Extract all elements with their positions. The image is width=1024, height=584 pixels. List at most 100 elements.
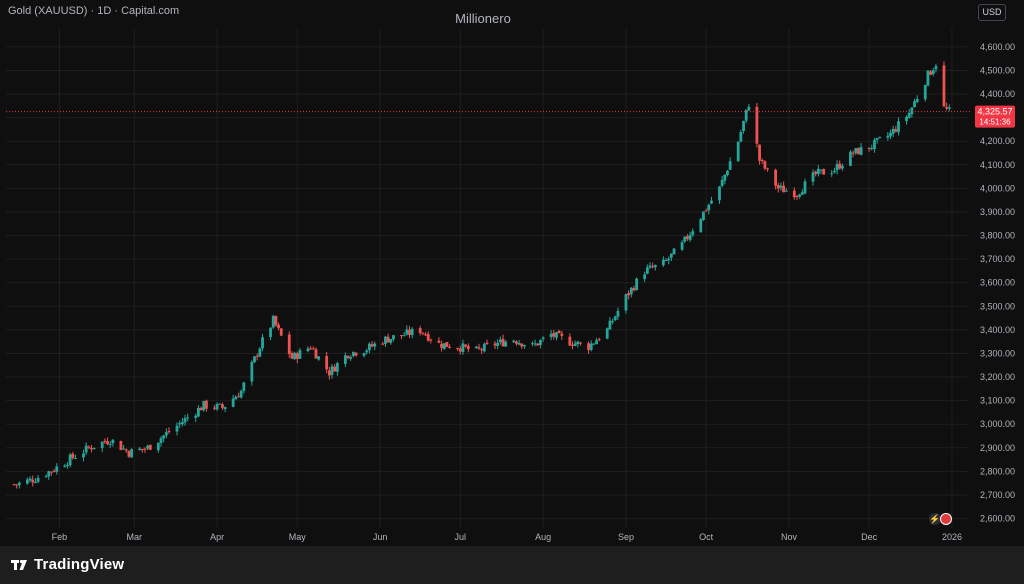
candle bbox=[531, 341, 534, 347]
y-tick-label: 3,600.00 bbox=[980, 278, 1015, 288]
candle bbox=[493, 341, 497, 349]
x-tick-label: 2026 bbox=[942, 532, 962, 542]
candle bbox=[576, 340, 580, 348]
y-tick-label: 4,400.00 bbox=[980, 89, 1015, 99]
candle bbox=[477, 343, 481, 350]
candle bbox=[44, 474, 48, 478]
candle bbox=[223, 406, 227, 413]
candle bbox=[373, 341, 377, 351]
candle bbox=[878, 136, 882, 139]
y-tick-label: 3,000.00 bbox=[980, 419, 1015, 429]
price-chart[interactable]: 4,600.004,500.004,400.004,300.004,200.00… bbox=[0, 0, 1024, 546]
candle bbox=[437, 337, 441, 344]
y-tick-label: 3,500.00 bbox=[980, 301, 1015, 311]
candle bbox=[298, 347, 302, 360]
candle bbox=[560, 330, 564, 340]
candle bbox=[552, 329, 556, 340]
candle bbox=[838, 160, 842, 170]
x-tick-label: Feb bbox=[52, 532, 68, 542]
candle bbox=[349, 354, 353, 361]
y-tick-label: 3,900.00 bbox=[980, 207, 1015, 217]
candle bbox=[549, 330, 553, 341]
candle bbox=[140, 448, 144, 453]
candle bbox=[541, 336, 545, 342]
candle bbox=[175, 422, 179, 436]
candle bbox=[410, 327, 414, 339]
candle bbox=[50, 471, 53, 476]
candle bbox=[822, 168, 826, 175]
candle bbox=[814, 170, 818, 177]
candle bbox=[458, 345, 462, 355]
x-tick-label: Aug bbox=[535, 532, 551, 542]
candle bbox=[613, 315, 617, 322]
bolt-icon[interactable]: ⚡ bbox=[929, 513, 941, 525]
candle bbox=[886, 131, 890, 141]
candle bbox=[485, 339, 489, 345]
candle bbox=[816, 164, 820, 177]
candle bbox=[723, 174, 727, 185]
candle bbox=[758, 144, 761, 165]
candle bbox=[148, 444, 152, 451]
candle bbox=[635, 277, 639, 291]
y-tick-label: 4,100.00 bbox=[980, 160, 1015, 170]
candle bbox=[699, 217, 703, 233]
tradingview-logo-icon[interactable] bbox=[10, 555, 30, 575]
candle bbox=[100, 441, 104, 453]
chart-badges[interactable]: ⚡ bbox=[929, 513, 955, 525]
candle bbox=[798, 193, 802, 199]
candle bbox=[910, 106, 914, 118]
candle bbox=[368, 342, 371, 354]
price-marker-value: 4,325.57 bbox=[977, 107, 1012, 117]
candle bbox=[365, 348, 369, 355]
candle bbox=[915, 95, 919, 104]
candle bbox=[317, 356, 321, 361]
candle bbox=[346, 355, 350, 360]
candle bbox=[143, 447, 147, 453]
tradingview-brand[interactable]: TradingView bbox=[34, 556, 125, 573]
chart-area[interactable]: 4,600.004,500.004,400.004,300.004,200.00… bbox=[0, 0, 1024, 546]
candle bbox=[520, 343, 524, 349]
candle bbox=[651, 262, 655, 269]
candle bbox=[803, 178, 807, 195]
candle bbox=[242, 381, 246, 394]
y-tick-label: 3,800.00 bbox=[980, 231, 1015, 241]
candle bbox=[31, 475, 35, 487]
candle bbox=[482, 342, 486, 353]
us-flag-icon[interactable] bbox=[940, 513, 952, 525]
candle bbox=[857, 147, 860, 155]
candle bbox=[557, 329, 561, 334]
y-tick-label: 2,600.00 bbox=[980, 514, 1015, 524]
candle bbox=[87, 445, 91, 450]
candle bbox=[250, 360, 254, 386]
candle bbox=[498, 336, 502, 345]
candle bbox=[643, 271, 647, 283]
candle bbox=[536, 343, 540, 346]
candle bbox=[905, 115, 908, 125]
candle bbox=[597, 337, 601, 342]
candle bbox=[253, 355, 256, 364]
candle bbox=[389, 338, 393, 345]
candle bbox=[589, 340, 593, 352]
candle bbox=[392, 335, 395, 342]
candle bbox=[945, 102, 949, 111]
y-tick-label: 4,200.00 bbox=[980, 136, 1015, 146]
candle bbox=[897, 117, 900, 136]
currency-button[interactable]: USD bbox=[978, 4, 1006, 21]
candle bbox=[408, 325, 411, 338]
candle bbox=[728, 157, 732, 170]
candle bbox=[213, 405, 216, 411]
candle bbox=[707, 203, 711, 215]
candle bbox=[290, 351, 294, 360]
candle bbox=[215, 402, 219, 412]
candle bbox=[686, 234, 689, 241]
candle bbox=[718, 186, 721, 205]
candle bbox=[311, 346, 315, 350]
candle bbox=[28, 476, 32, 483]
x-tick-label: Jul bbox=[455, 532, 467, 542]
candle bbox=[539, 339, 542, 349]
candle bbox=[648, 262, 652, 270]
candle bbox=[271, 314, 275, 329]
candle bbox=[680, 240, 684, 251]
candle bbox=[327, 366, 331, 380]
candle bbox=[629, 287, 633, 298]
